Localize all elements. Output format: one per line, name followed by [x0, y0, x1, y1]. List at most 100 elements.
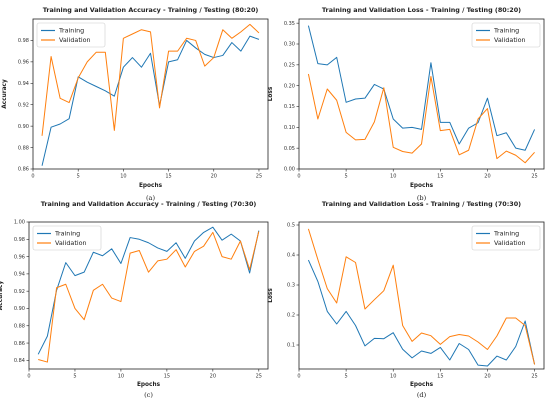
y-tick-label: 0.30: [284, 42, 295, 48]
x-tick-label: 25: [256, 374, 262, 380]
x-tick-label: 10: [118, 374, 124, 380]
series-line-training: [37, 226, 260, 355]
x-axis-label: Epochs: [137, 382, 161, 388]
y-tick-label: 0.96: [14, 254, 25, 260]
legend-label-validation: Validation: [494, 36, 526, 44]
y-axis-label: Loss: [268, 288, 274, 303]
x-tick-label: 0: [31, 174, 34, 180]
plot-frame: [298, 221, 545, 370]
x-tick-label: 20: [484, 374, 490, 380]
x-tick-label: 15: [165, 174, 171, 180]
x-tick-label: 10: [390, 374, 396, 380]
plot-frame: [298, 18, 545, 170]
y-tick-label: 0.88: [18, 145, 29, 151]
legend-label-training: Training: [493, 230, 519, 238]
y-tick-label: 0.35: [284, 21, 295, 27]
y-tick-label: 0.90: [18, 124, 29, 130]
y-tick-label: 0.3: [287, 283, 295, 289]
x-tick-label: 0: [297, 374, 300, 380]
y-tick-label: 0.84: [14, 358, 25, 364]
series-line-validation: [38, 231, 260, 363]
x-tick-label: 10: [390, 174, 396, 180]
panel-caption: (b): [417, 194, 427, 202]
y-tick-label: 0.92: [18, 102, 29, 108]
x-axis-label: Epochs: [410, 183, 434, 189]
y-tick-label: 0.98: [14, 237, 25, 243]
x-axis-label: Epochs: [139, 183, 163, 189]
y-tick-label: 0.15: [284, 104, 295, 110]
series-line-training: [307, 259, 536, 367]
x-tick-label: 25: [531, 374, 537, 380]
plot-frame: [32, 18, 269, 170]
chart-title: Training and Validation Accuracy - Train…: [41, 200, 257, 208]
y-tick-label: 0.86: [14, 341, 25, 347]
legend-label-validation: Validation: [494, 239, 526, 247]
y-tick-label: 1.00: [14, 220, 25, 226]
x-tick-label: 0: [27, 374, 30, 380]
legend-label-training: Training: [493, 27, 519, 35]
y-tick-label: 0.2: [287, 313, 295, 319]
x-axis-label: Epochs: [410, 382, 434, 388]
y-axis-label: Accuracy: [2, 79, 8, 109]
plot-frame: [28, 221, 269, 370]
y-axis-label: Loss: [268, 86, 274, 101]
legend-box: [471, 225, 541, 251]
y-tick-label: 0.20: [284, 83, 295, 89]
y-tick-label: 0.00: [284, 167, 295, 173]
series-line-validation: [307, 73, 535, 164]
y-tick-label: 0.10: [284, 125, 295, 131]
x-tick-label: 0: [297, 174, 300, 180]
x-tick-label: 5: [77, 174, 80, 180]
y-axis-label: Accuracy: [0, 281, 4, 311]
panel-caption: (d): [417, 391, 427, 399]
y-tick-label: 0.1: [287, 343, 295, 349]
y-tick-label: 0.4: [287, 253, 295, 259]
x-tick-label: 5: [73, 374, 76, 380]
series-line-validation: [307, 228, 536, 365]
x-tick-label: 15: [437, 374, 443, 380]
legend-label-training: Training: [54, 230, 80, 238]
chart-title: Training and Validation Loss - Training …: [322, 200, 521, 208]
legend-box: [471, 22, 541, 48]
series-line-training: [41, 35, 260, 166]
legend-label-validation: Validation: [55, 239, 87, 247]
series-line-training: [307, 25, 536, 151]
y-tick-label: 0.96: [18, 60, 29, 66]
x-tick-label: 25: [531, 174, 537, 180]
y-tick-label: 0.25: [284, 63, 295, 69]
y-tick-label: 0.5: [287, 223, 295, 229]
chart-panel-3: Training and Validation Loss - Training …: [268, 200, 545, 399]
chart-panel-1: Training and Validation Loss - Training …: [268, 6, 545, 202]
y-tick-label: 0.92: [14, 289, 25, 295]
y-tick-label: 0.90: [14, 306, 25, 312]
chart-title: Training and Validation Accuracy - Train…: [43, 6, 259, 14]
x-tick-label: 15: [437, 174, 443, 180]
legend-box: [36, 22, 106, 48]
y-tick-label: 0.05: [284, 146, 295, 152]
x-tick-label: 15: [164, 374, 170, 380]
legend-box: [32, 225, 102, 251]
x-tick-label: 20: [211, 174, 217, 180]
y-tick-label: 0.98: [18, 38, 29, 44]
legend-label-validation: Validation: [59, 36, 91, 44]
x-tick-label: 5: [345, 374, 348, 380]
series-line-validation: [41, 23, 260, 136]
panel-caption: (a): [146, 194, 156, 202]
y-tick-label: 0.94: [18, 81, 29, 87]
x-tick-label: 20: [484, 174, 490, 180]
x-tick-label: 20: [210, 374, 216, 380]
x-tick-label: 5: [345, 174, 348, 180]
x-tick-label: 10: [120, 174, 126, 180]
panel-caption: (c): [144, 391, 153, 399]
y-tick-label: 0.86: [18, 167, 29, 173]
chart-title: Training and Validation Loss - Training …: [322, 6, 521, 14]
x-tick-label: 25: [256, 174, 262, 180]
legend-label-training: Training: [58, 27, 84, 35]
chart-panel-0: Training and Validation Accuracy - Train…: [2, 6, 269, 202]
chart-panel-2: Training and Validation Accuracy - Train…: [0, 200, 269, 399]
